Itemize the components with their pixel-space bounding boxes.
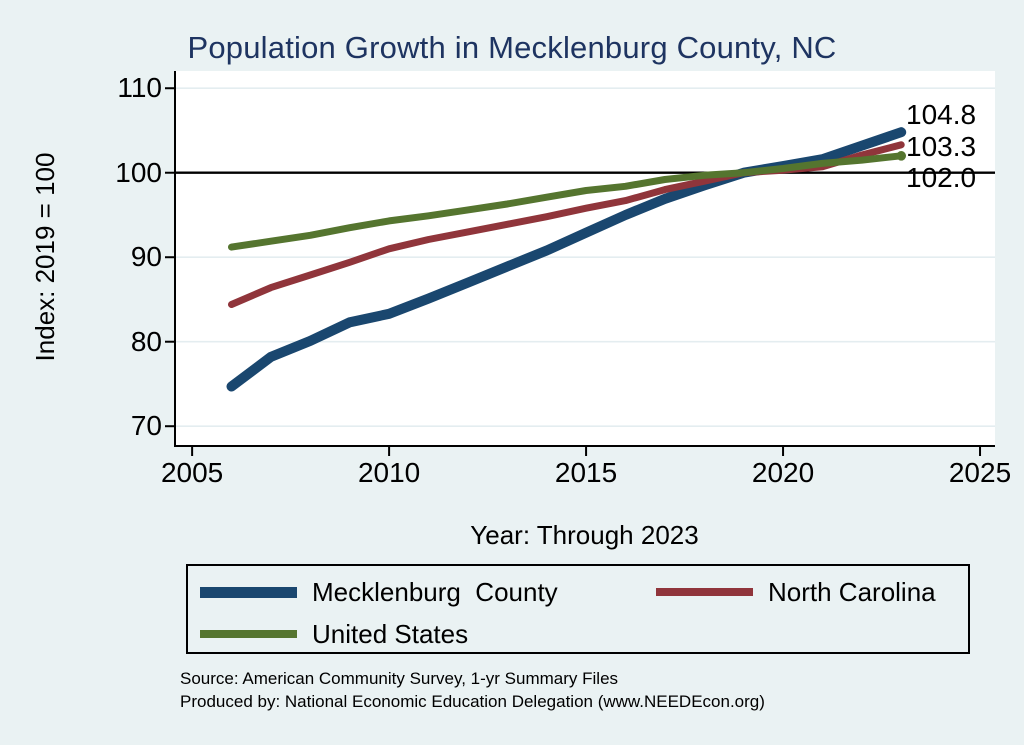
legend-label-mecklenburg-county: Mecklenburg County	[312, 576, 558, 607]
chart-title: Population Growth in Mecklenburg County,…	[187, 30, 837, 65]
series-line-2	[228, 152, 905, 251]
legend-item-mecklenburg-county: Mecklenburg County	[200, 577, 558, 607]
x-axis-title: Year: Through 2023	[470, 520, 699, 550]
y-tick-label: 70	[130, 410, 162, 442]
end-value-label-mecklenburg: 104.8	[906, 99, 977, 130]
x-tick-label: 2010	[357, 457, 421, 488]
legend-item-north-carolina: North Carolina	[656, 577, 936, 607]
y-tick-label: 110	[117, 72, 162, 104]
x-tick-label: 2020	[751, 457, 815, 488]
footer: Source: American Community Survey, 1-yr …	[180, 667, 765, 713]
legend-item-united-states: United States	[200, 619, 468, 649]
plot-svg	[165, 71, 995, 456]
x-tick-label: 2015	[554, 457, 618, 488]
x-tick-label: 2025	[948, 457, 1012, 488]
end-value-label-north-carolina: 103.3	[906, 131, 977, 162]
legend-label-united-states: United States	[312, 618, 469, 649]
y-tick-label: 90	[130, 241, 162, 273]
footer-produced-by: Produced by: National Economic Education…	[180, 692, 765, 711]
footer-source: Source: American Community Survey, 1-yr …	[180, 669, 619, 688]
x-tick-label: 2005	[160, 457, 224, 488]
y-tick-label: 80	[130, 325, 162, 357]
end-value-label-united-states: 102.0	[906, 162, 977, 193]
y-tick-label: 100	[115, 156, 162, 188]
legend-swatch-north-carolina	[656, 588, 753, 596]
y-axis-title: Index: 2019 = 100	[30, 152, 60, 362]
legend-label-north-carolina: North Carolina	[768, 576, 936, 607]
plot-area	[165, 71, 995, 456]
legend: Mecklenburg County North Carolina United…	[186, 564, 970, 654]
legend-swatch-mecklenburg-county	[200, 586, 297, 598]
series-end-marker-2	[896, 151, 907, 161]
legend-swatch-united-states	[200, 630, 297, 638]
